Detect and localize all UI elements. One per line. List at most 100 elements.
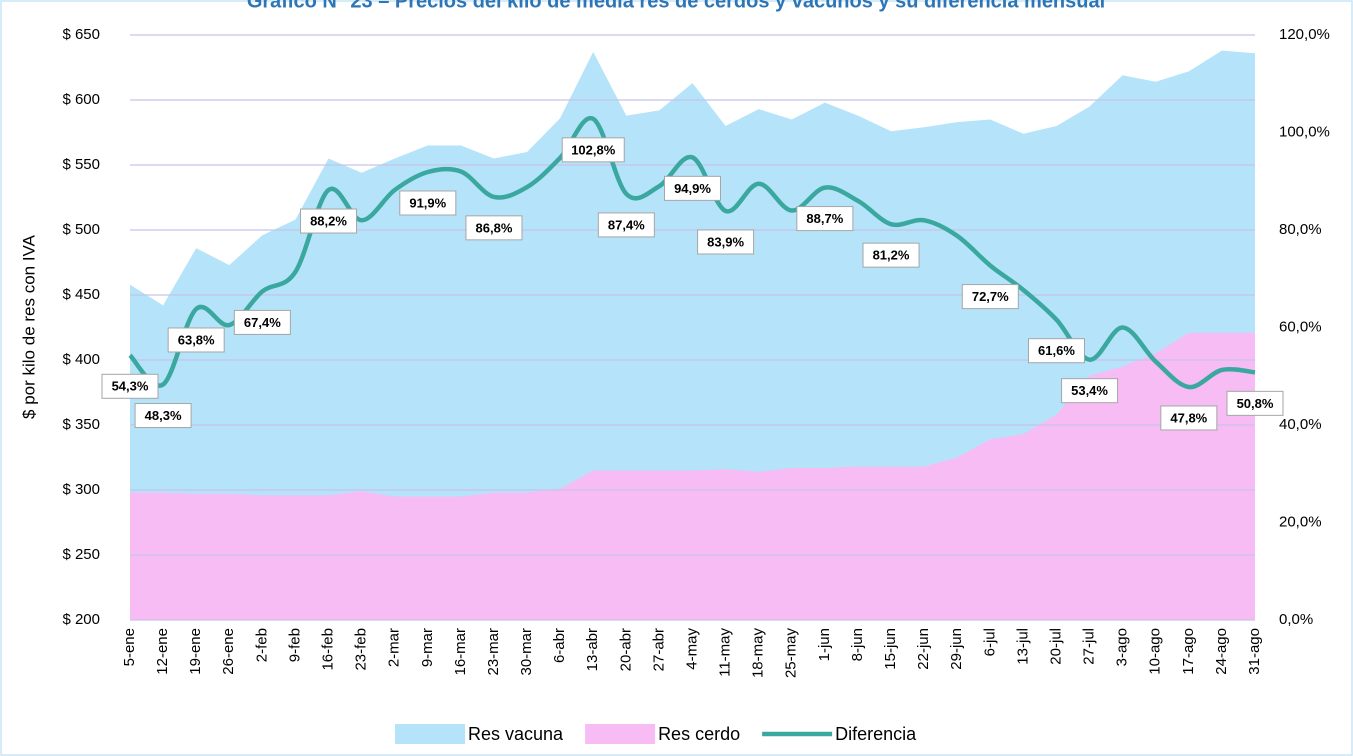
data-label-box [399,190,457,216]
data-label-box [796,206,854,232]
data-label-text: 47,8% [1170,410,1207,425]
data-label-text: 87,4% [608,217,645,232]
data-label: 83,9% [697,229,755,255]
data-label-box [961,284,1019,310]
data-label-box [134,403,192,429]
data-label-text: 63,8% [178,332,215,347]
x-tick-label: 12-ene [154,628,171,675]
x-tick-label: 17-ago [1180,628,1197,675]
data-label-text: 81,2% [873,248,910,263]
x-tick-label: 6-abr [551,628,568,663]
y-axis-label: $ por kilo de res con IVA [19,234,38,419]
data-label-box [233,309,291,335]
data-label: 67,4% [233,309,291,335]
x-tick-label: 23-feb [353,628,370,671]
y-tick-label: $ 300 [62,481,100,498]
data-label: 47,8% [1160,405,1218,431]
x-tick-label: 16-feb [319,628,336,671]
data-label: 86,8% [465,215,523,241]
data-label: 94,9% [664,175,721,201]
x-tick-label: 26-ene [220,628,237,675]
legend-label: Res cerdo [658,724,740,744]
data-label: 61,6% [1027,338,1085,364]
data-label-text: 72,7% [972,289,1009,304]
y2-tick-label: 80,0% [1279,221,1322,238]
data-label-text: 48,3% [145,408,182,423]
y-tick-label: $ 400 [62,351,100,368]
x-tick-label: 8-jun [849,628,866,661]
x-tick-label: 2-feb [253,628,270,662]
y2-tick-label: 60,0% [1279,318,1322,335]
data-label: 63,8% [167,327,225,353]
y2-tick-label: 20,0% [1279,513,1322,530]
y2-tick-label: 100,0% [1279,123,1330,140]
legend-label: Res vacuna [468,724,564,744]
data-label-text: 67,4% [244,315,281,330]
y-tick-label: $ 600 [62,91,100,108]
data-label-box [1061,378,1119,404]
data-label-text: 53,4% [1071,383,1108,398]
data-label: 50,8% [1226,390,1284,416]
data-label: 102,8% [561,137,625,163]
data-label-text: 86,8% [476,220,513,235]
x-tick-label: 24-ago [1213,628,1230,675]
x-tick-label: 25-may [783,628,800,679]
x-tick-label: 4-may [683,628,700,670]
data-label-box [101,373,159,399]
data-label-text: 88,7% [806,211,843,226]
data-label: 53,4% [1061,378,1119,404]
data-label-text: 94,9% [674,181,711,196]
data-label: 54,3% [101,373,159,399]
x-tick-label: 5-ene [121,628,138,666]
data-label-box [1160,405,1218,431]
x-tick-label: 20-jul [1047,628,1064,665]
x-tick-label: 16-mar [452,628,469,676]
data-label: 88,2% [300,208,358,234]
x-tick-label: 13-abr [584,628,601,671]
data-label-box [664,175,721,201]
y-tick-label: $ 450 [62,286,100,303]
x-tick-label: 23-mar [485,628,502,676]
x-tick-label: 20-abr [617,628,634,671]
chart-title: Gráfico N° 23 – Precios del kilo de medi… [247,0,1105,12]
x-tick-label: 6-jul [981,628,998,656]
y-tick-label: $ 250 [62,546,100,563]
x-tick-label: 1-jun [816,628,833,661]
data-label: 48,3% [134,403,192,429]
data-label-text: 54,3% [112,379,149,394]
data-label: 91,9% [399,190,457,216]
x-tick-label: 3-ago [1114,628,1131,666]
y-tick-label: $ 500 [62,221,100,238]
x-tick-label: 27-jul [1081,628,1098,665]
x-tick-label: 27-abr [650,628,667,671]
legend-swatch [395,724,465,744]
x-tick-label: 9-feb [286,628,303,662]
data-label-text: 50,8% [1237,396,1274,411]
legend-label: Diferencia [835,724,917,744]
y2-tick-label: 40,0% [1279,416,1322,433]
x-tick-label: 13-jul [1014,628,1031,665]
x-tick-label: 22-jun [915,628,932,670]
data-label-box [597,212,655,238]
data-label: 81,2% [862,242,920,268]
area [130,332,1255,620]
data-label-box [561,137,625,163]
x-tick-label: 2-mar [386,628,403,667]
legend-swatch [585,724,656,744]
data-label-box [1226,390,1284,416]
data-label-box [465,215,523,241]
x-tick-label: 15-jun [882,628,899,670]
data-label-text: 61,6% [1038,343,1075,358]
x-tick-label: 10-ago [1147,628,1164,675]
y-tick-label: $ 650 [62,26,100,43]
x-tick-label: 11-may [717,628,734,677]
data-label-box [1027,338,1085,364]
data-label-box [300,208,358,234]
y2-tick-label: 0,0% [1279,611,1313,628]
data-label: 88,7% [796,206,854,232]
y2-tick-label: 120,0% [1279,26,1330,43]
data-label-box [167,327,225,353]
x-tick-label: 30-mar [518,628,535,676]
y-tick-label: $ 200 [62,611,100,628]
